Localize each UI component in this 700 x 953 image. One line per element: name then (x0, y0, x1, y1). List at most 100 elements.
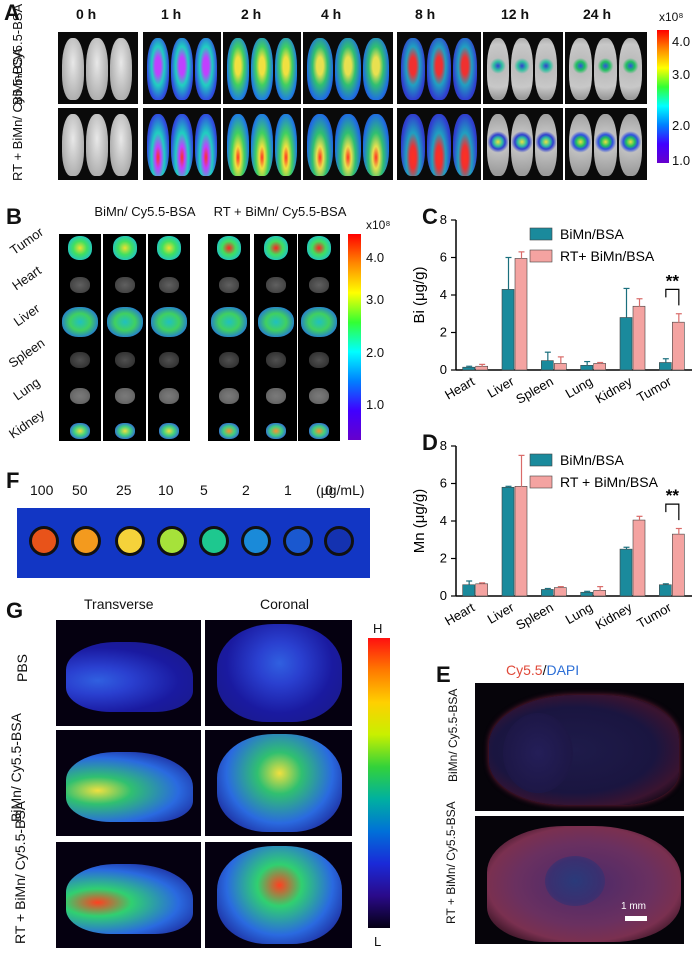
panel-b-organ-heart: Heart (9, 262, 44, 294)
bar-kidney-s0 (619, 317, 633, 371)
panel-a-row-label-2: RT + BiMn/ Cy5.5-BSA (10, 48, 25, 181)
panel-letter-e: E (436, 662, 451, 687)
panel-b-organ-blob (309, 352, 329, 368)
panel-b-organ-blob (219, 423, 239, 439)
significance-stars: ** (666, 486, 680, 505)
panel-e-row-2: RT + BiMn/ Cy5.5-BSA (444, 801, 458, 924)
panel-b-organ-blob (112, 236, 137, 260)
panel-b-organ-blob (159, 352, 179, 368)
panel-f-well-5 (241, 526, 271, 556)
legend-swatch-1 (529, 249, 553, 263)
panel-e-fluorescence-2: 1 mm (475, 816, 684, 944)
panel-a-tile-r1-c3 (303, 108, 393, 180)
bar-spleen-s1 (554, 587, 567, 597)
panel-a-time-5: 12 h (501, 6, 530, 22)
panel-a-tile-r0-c6 (565, 32, 647, 104)
bar-kidney-s0 (619, 548, 633, 597)
panel-b-organ-blob (159, 277, 179, 293)
panel-g-col-coronal: Coronal (260, 596, 310, 612)
panel-e-title: Cy5.5/DAPI (506, 662, 580, 678)
panel-f-conc-2: 25 (116, 482, 132, 498)
panel-a-tick-4: 4.0 (672, 34, 691, 49)
panel-a-tile-r1-c2 (223, 108, 301, 180)
bar-kidney-s1 (632, 305, 646, 371)
panel-a-tile-r0-c2 (223, 32, 301, 104)
panel-a-tile-r0-c4 (397, 32, 481, 104)
panel-b-organ-blob (151, 307, 187, 337)
panel-b-organ-blob (70, 352, 90, 368)
panel-g-tile-r0-c1 (205, 620, 352, 726)
panel-b-organ-blob (265, 352, 286, 368)
panel-b-organ-spleen: Spleen (5, 335, 48, 371)
panel-a-tile-r1-c0 (58, 108, 138, 180)
significance-stars: ** (666, 271, 680, 290)
panel-a-tile-r1-c4 (397, 108, 481, 180)
panel-f-conc-6: 1 (284, 482, 292, 498)
panel-b-organ-blob (114, 352, 135, 368)
panel-b-organ-blob (309, 388, 329, 404)
panel-b-organ-blob (159, 388, 179, 404)
legend-swatch-1 (529, 475, 553, 489)
panel-g-row-3: RT + BiMn/ Cy5.5-BSA (12, 800, 28, 944)
panel-b-organ-blob (106, 307, 143, 337)
panel-b-organ-blob (157, 236, 181, 260)
x-tick-label: Lung (563, 374, 596, 401)
panel-f-conc-4: 5 (200, 482, 208, 498)
panel-a-tile-r0-c1 (143, 32, 221, 104)
panel-g-col-transverse: Transverse (84, 596, 154, 612)
panel-a-time-0: 0 h (76, 6, 97, 22)
legend-label-0: BiMn/BSA (560, 226, 624, 242)
legend-label-0: BiMn/BSA (560, 452, 624, 468)
panel-f-conc-0: 100 (30, 482, 54, 498)
y-tick-label: 6 (440, 476, 447, 491)
panel-a-tick-1: 1.0 (672, 153, 691, 168)
bar-heart-s1 (475, 583, 488, 597)
y-tick-label: 8 (440, 438, 447, 453)
panel-f-well-7 (324, 526, 354, 556)
bar-liver-s0 (501, 289, 515, 371)
panel-a-tile-r1-c1 (143, 108, 221, 180)
panel-b-organ-blob (62, 307, 98, 337)
panel-b-organ-blob (217, 236, 241, 260)
panel-g-tile-r1-c1 (205, 730, 352, 836)
panel-b-tick-2: 2.0 (366, 345, 385, 360)
bar-spleen-s1 (554, 363, 567, 371)
panel-b-organ-blob (70, 388, 90, 404)
panel-letter-a: A (4, 0, 20, 25)
panel-g-tile-r1-c0 (56, 730, 201, 836)
panel-b-column-g0-c0 (59, 234, 101, 441)
bar-heart-s0 (462, 584, 475, 597)
panel-a-tile-r0-c5 (483, 32, 563, 104)
panel-a-scale-exponent: x10⁸ (659, 10, 684, 24)
panel-g-colorbar (368, 638, 390, 928)
panel-letter-b: B (6, 204, 22, 229)
panel-b-organ-blob (114, 388, 135, 404)
panel-b-organ-liver: Liver (10, 300, 43, 330)
bar-tumor-s1 (672, 321, 685, 371)
panel-b-group-1: BiMn/ Cy5.5-BSA (94, 204, 196, 219)
bar-spleen-s0 (541, 360, 554, 371)
panel-g-scale-low: L (374, 934, 382, 949)
bar-tumor-s0 (659, 584, 672, 597)
panel-letter-f: F (6, 468, 20, 493)
panel-f-well-3 (157, 526, 187, 556)
y-tick-label: 4 (440, 513, 447, 528)
bar-heart-s1 (475, 365, 488, 371)
panel-b-organ-blob (263, 236, 288, 260)
panel-b-organ-blob (257, 307, 294, 337)
bar-spleen-s0 (541, 589, 554, 597)
panel-g-scale-high: H (373, 621, 383, 636)
panel-g-tile-r0-c0 (56, 620, 201, 726)
x-tick-label: Heart (442, 599, 477, 628)
panel-b-organ-blob (114, 423, 135, 439)
y-tick-label: 0 (440, 362, 447, 377)
x-tick-label: Tumor (634, 599, 674, 631)
panel-b-organ-blob (114, 277, 135, 293)
panel-letter-g: G (6, 598, 24, 623)
panel-b-organ-blob (265, 388, 286, 404)
bar-lung-s1 (593, 590, 606, 597)
panel-b-organ-blob (70, 277, 90, 293)
panel-a-tick-3: 3.0 (672, 67, 691, 82)
panel-a-tile-r1-c6 (565, 108, 647, 180)
